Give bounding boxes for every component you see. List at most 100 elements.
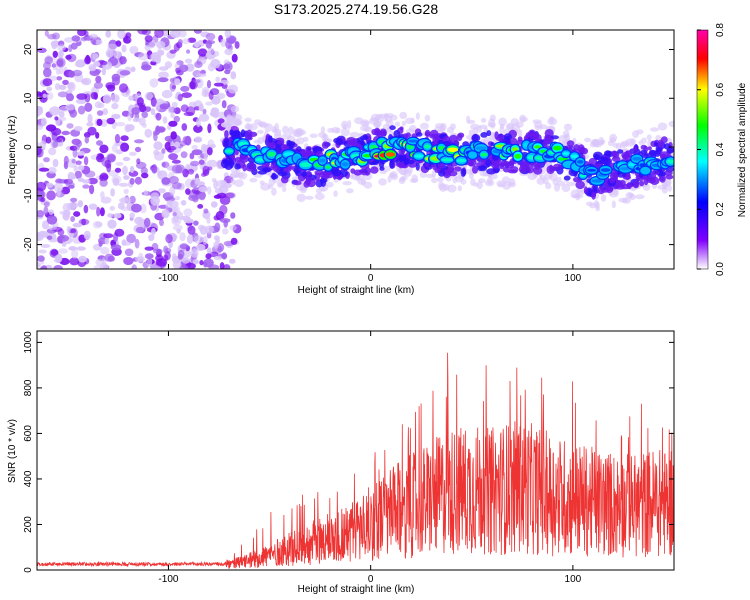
noise-blob [161,89,173,99]
noise-blob [203,258,214,268]
ridge-body [490,142,495,147]
noise-blob [205,101,213,106]
noise-blob [181,92,192,98]
ridge-body [550,135,560,140]
noise-blob [179,243,189,250]
ridge-core [423,144,431,149]
ridge-body [575,180,585,190]
ridge-core [406,144,414,150]
noise-blob [180,85,190,92]
noise-blob [109,205,116,211]
noise-blob [206,247,212,253]
ridge-body [415,162,420,171]
ridge-core [666,159,674,164]
noise-blob [169,30,181,38]
ridge-body [611,175,618,181]
noise-blob [186,49,191,54]
noise-blob [114,133,121,144]
noise-blob [193,124,203,133]
ridge-halo [346,188,354,194]
noise-blob [106,117,116,125]
ridge-halo [434,126,444,132]
ridge-body [277,140,285,145]
noise-blob [151,227,156,236]
noise-blob [198,186,208,193]
noise-blob [107,213,114,218]
noise-blob [122,36,132,44]
noise-blob [134,216,144,225]
noise-blob [102,174,109,180]
noise-blob [139,117,146,126]
noise-blob [168,176,179,184]
noise-blob [70,42,78,50]
noise-blob [173,206,181,213]
noise-blob [203,151,208,162]
ridge-body [320,178,327,187]
noise-blob [216,92,226,100]
ridge-body [229,129,234,136]
ridge-body [597,186,605,195]
noise-blob [128,95,134,101]
ridge-body [640,150,647,155]
ridge-body [505,135,510,142]
ridge-halo [379,170,387,175]
noise-blob [119,70,131,76]
noise-blob [219,218,231,223]
noise-blob [99,207,105,217]
noise-blob [217,118,225,124]
noise-blob [103,233,114,239]
noise-blob [100,246,110,255]
ridge-body [399,126,404,131]
ridge-body [573,177,580,183]
ridge-halo [237,171,248,180]
ridge-body [621,151,631,159]
noise-blob [170,112,175,119]
ridge-halo [257,129,264,134]
noise-blob [93,61,101,67]
ridge-halo [563,134,569,139]
ridge-core [632,156,642,161]
y-tick-label: 20 [23,44,34,56]
ridge-body [591,191,596,200]
spectrogram-y-label: Frequency (Hz) [7,116,18,185]
colorbar-tick-label: 0.6 [715,82,726,96]
noise-blob [81,77,92,86]
noise-blob [49,106,61,116]
noise-blob [137,30,148,35]
ridge-body [282,144,288,149]
noise-blob [220,38,227,47]
noise-blob [208,90,214,100]
ridge-halo [369,118,379,125]
noise-blob [46,182,54,188]
noise-blob [74,61,85,68]
noise-blob [93,81,103,89]
ridge-body [246,166,256,172]
noise-blob [95,132,100,139]
noise-blob [206,80,212,89]
ridge-body [603,157,611,167]
noise-blob [38,190,46,198]
ridge-halo [342,181,352,186]
ridge-halo [321,133,329,141]
ridge-body [460,168,466,177]
noise-blob [107,84,116,92]
ridge-halo [419,122,429,130]
ridge-body [266,141,276,148]
noise-blob [172,211,177,217]
noise-blob [194,136,203,143]
noise-blob [95,75,102,84]
noise-blob [143,190,148,196]
ridge-body [314,170,325,176]
ridge-body [633,182,640,189]
ridge-body [322,170,333,176]
x-tick-label: -100 [158,273,178,284]
noise-blob [76,93,88,100]
noise-blob [156,41,166,49]
ridge-body [619,180,626,187]
ridge-body [529,131,538,140]
noise-blob [157,171,163,177]
y-tick-label: 10 [23,92,34,104]
noise-blob [96,206,101,217]
noise-blob [55,253,63,263]
